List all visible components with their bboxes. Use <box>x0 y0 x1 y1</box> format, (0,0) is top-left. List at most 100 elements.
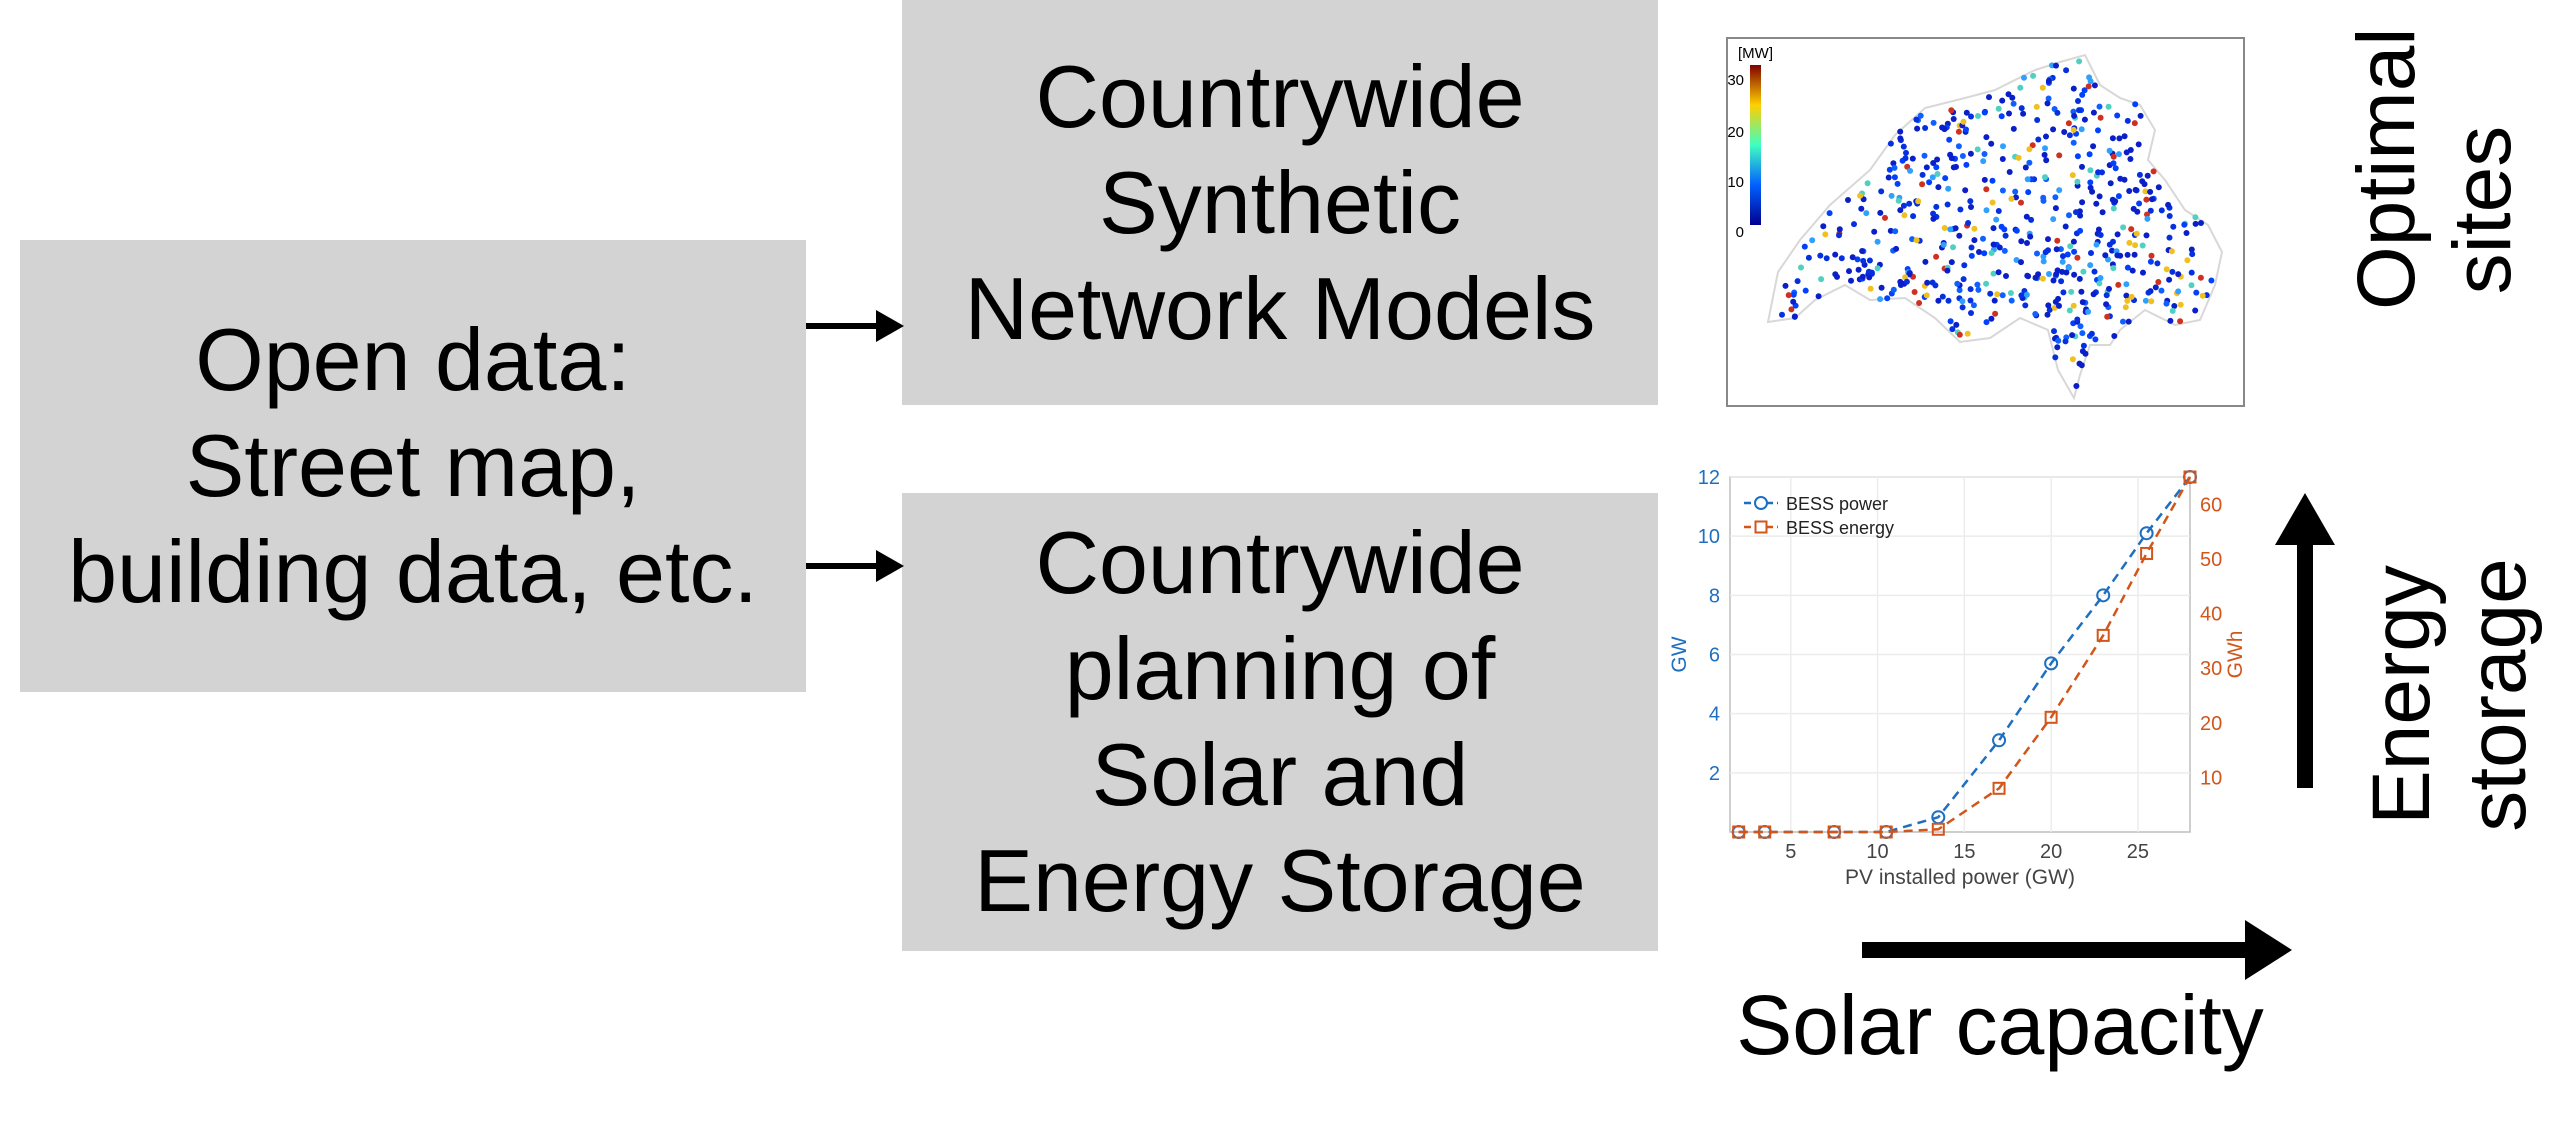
site-dot <box>1948 155 1955 162</box>
site-dot <box>2070 139 2077 146</box>
site-dot <box>2090 109 2097 116</box>
site-dot <box>2106 147 2113 154</box>
site-dot <box>2076 107 2082 114</box>
energy-storage-line-2: storage <box>2452 558 2543 832</box>
site-dot <box>1999 156 2006 162</box>
site-dot <box>2039 275 2046 282</box>
bess-chart: 5 10 15 20 25 2 4 6 8 10 12 10 20 30 40 50 60 PV installe… <box>1668 467 2247 889</box>
site-dot <box>1974 146 1981 153</box>
site-dot <box>1868 269 1875 276</box>
site-dot <box>2056 187 2063 194</box>
site-dot <box>2103 292 2110 299</box>
site-dot <box>2128 293 2135 300</box>
site-dot <box>2044 311 2051 318</box>
site-dot <box>2133 230 2140 237</box>
site-dot <box>2002 232 2009 239</box>
site-dot <box>2018 199 2024 206</box>
site-dot <box>1907 167 1914 174</box>
site-dot <box>1981 109 1988 116</box>
site-dot <box>1909 236 1916 243</box>
site-dot <box>1959 153 1966 159</box>
site-dot <box>2110 238 2116 245</box>
site-dot <box>2042 145 2048 152</box>
site-dot <box>2087 167 2094 174</box>
colorbar-tick-30: 30 <box>1727 72 1744 89</box>
site-dot <box>1926 179 1933 186</box>
site-dot <box>2114 231 2121 238</box>
site-dot <box>1903 278 1910 285</box>
site-dot <box>1913 116 1920 123</box>
site-dot <box>2135 141 2142 148</box>
planning-line-2: planning of <box>1064 619 1496 718</box>
site-dot <box>2192 214 2199 221</box>
site-dot <box>1983 207 1990 214</box>
site-dot <box>2125 318 2132 325</box>
data-point <box>1827 825 1841 839</box>
site-dot <box>2097 275 2104 281</box>
site-dot <box>1866 257 1873 264</box>
site-dot <box>1919 171 1926 178</box>
site-dot <box>2079 299 2086 306</box>
site-dot <box>2081 87 2088 94</box>
site-dot <box>1988 250 1995 256</box>
site-dot <box>1983 319 1990 326</box>
site-dot <box>2008 297 2015 304</box>
site-dot <box>2148 298 2155 305</box>
site-dot <box>1863 210 1870 217</box>
site-map: [MW] 30 20 10 0 <box>1726 37 2245 407</box>
site-dot <box>2069 356 2076 363</box>
site-dot <box>2066 132 2073 139</box>
site-dot <box>2070 85 2077 92</box>
site-dot <box>1897 135 1904 142</box>
site-dot <box>1983 280 1990 287</box>
site-dot <box>2127 156 2134 162</box>
data-point <box>2139 526 2154 541</box>
site-dot <box>2028 216 2035 223</box>
synthetic-models-line-1: Countrywide <box>1035 46 1525 146</box>
site-dot <box>2112 198 2119 205</box>
site-dot <box>1995 208 2002 214</box>
site-dot <box>2155 184 2162 191</box>
site-dot <box>1916 300 1923 306</box>
site-dot <box>1960 276 1967 283</box>
site-dot <box>2074 316 2081 323</box>
site-dot <box>1894 180 1901 187</box>
site-dot <box>1959 304 1966 311</box>
site-dot <box>2079 199 2086 206</box>
site-dot <box>1947 226 1954 233</box>
site-dot <box>1859 248 1866 254</box>
site-dot <box>1802 287 1809 294</box>
site-dot <box>1989 199 1996 206</box>
site-dot <box>1874 238 1881 245</box>
site-dot <box>2053 271 2060 278</box>
site-dot <box>2055 295 2062 302</box>
site-dot <box>2018 105 2025 112</box>
site-dot <box>2197 274 2204 281</box>
arrow-to-planning <box>806 550 904 582</box>
site-dot <box>1957 206 1964 213</box>
site-dot <box>2158 207 2165 214</box>
site-dot <box>1809 237 1816 244</box>
site-dot <box>2141 181 2148 188</box>
site-dot <box>1995 269 2002 276</box>
site-dot <box>2145 289 2152 296</box>
site-dot <box>2078 288 2085 295</box>
site-dot <box>2050 126 2057 133</box>
site-dot <box>1884 295 1891 302</box>
site-dot <box>2088 330 2095 337</box>
site-dot <box>1909 155 1916 162</box>
site-dot <box>1874 265 1881 272</box>
site-dot <box>1963 161 1970 168</box>
site-dot <box>2003 273 2009 279</box>
site-dot <box>2085 308 2092 315</box>
site-dot <box>2158 287 2165 294</box>
site-dot <box>1940 241 1947 248</box>
data-point <box>2183 470 2197 484</box>
site-dot <box>1878 188 1885 195</box>
site-dot <box>2070 126 2077 133</box>
site-dot <box>2035 136 2042 143</box>
site-dot <box>1867 285 1874 292</box>
site-dot <box>2136 171 2143 178</box>
site-dot <box>1999 97 2006 104</box>
